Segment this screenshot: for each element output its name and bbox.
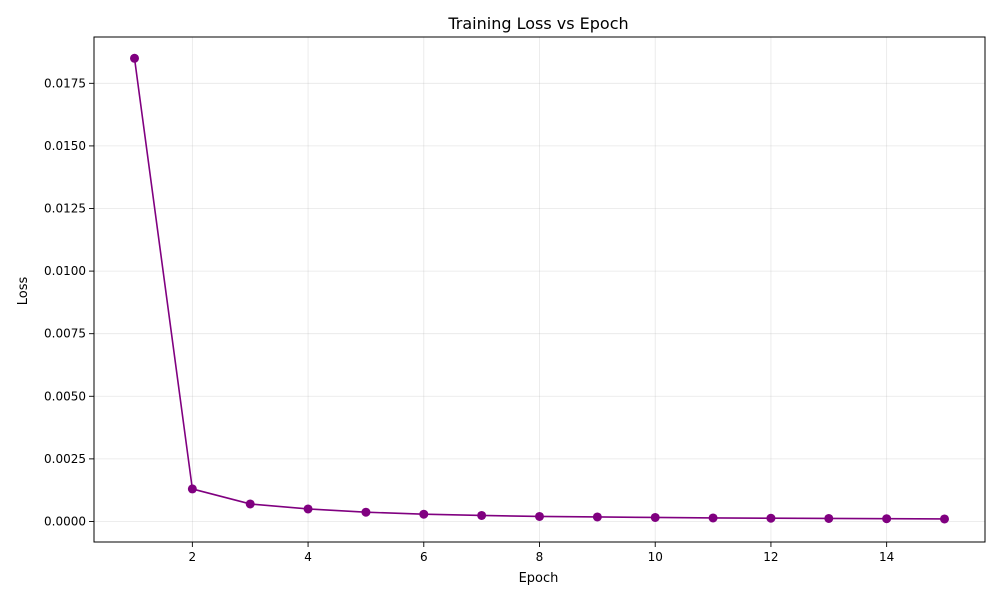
data-point <box>361 507 371 517</box>
y-tick-label: 0.0125 <box>44 202 86 216</box>
y-tick-label: 0.0175 <box>44 76 86 90</box>
tick-layer: 2 4 6 8 10 12 14 0.0000 0.0025 0.0050 0.0075 0.0100… <box>44 76 894 564</box>
data-point <box>245 499 255 509</box>
data-point <box>477 510 487 520</box>
x-tick-label: 8 <box>536 550 544 564</box>
y-tick-label: 0.0075 <box>44 327 86 341</box>
series-layer <box>130 53 949 524</box>
chart-title: Training Loss vs Epoch <box>447 14 628 33</box>
y-tick-label: 0.0100 <box>44 264 86 278</box>
data-point <box>766 513 776 523</box>
x-tick-label: 6 <box>420 550 428 564</box>
data-point <box>419 509 429 519</box>
data-point <box>130 53 139 63</box>
x-axis-label: Epoch <box>519 571 559 586</box>
x-tick-label: 12 <box>763 550 778 564</box>
x-tick-label: 2 <box>189 550 197 564</box>
y-tick-label: 0.0000 <box>44 514 86 528</box>
data-point <box>535 511 544 521</box>
data-point <box>824 513 834 523</box>
x-tick-label: 10 <box>648 550 663 564</box>
data-point <box>882 514 892 524</box>
data-point <box>187 484 197 494</box>
data-point <box>940 514 949 524</box>
grid-layer <box>94 37 985 542</box>
data-point <box>303 504 313 514</box>
y-tick-label: 0.0025 <box>44 452 86 466</box>
x-tick-label: 4 <box>304 550 312 564</box>
y-tick-label: 0.0150 <box>44 139 86 153</box>
data-point <box>650 512 660 522</box>
data-point <box>592 512 602 522</box>
y-axis-label: Loss <box>16 277 31 306</box>
y-tick-label: 0.0050 <box>44 389 86 403</box>
data-point <box>708 513 718 523</box>
x-tick-label: 14 <box>879 550 894 564</box>
